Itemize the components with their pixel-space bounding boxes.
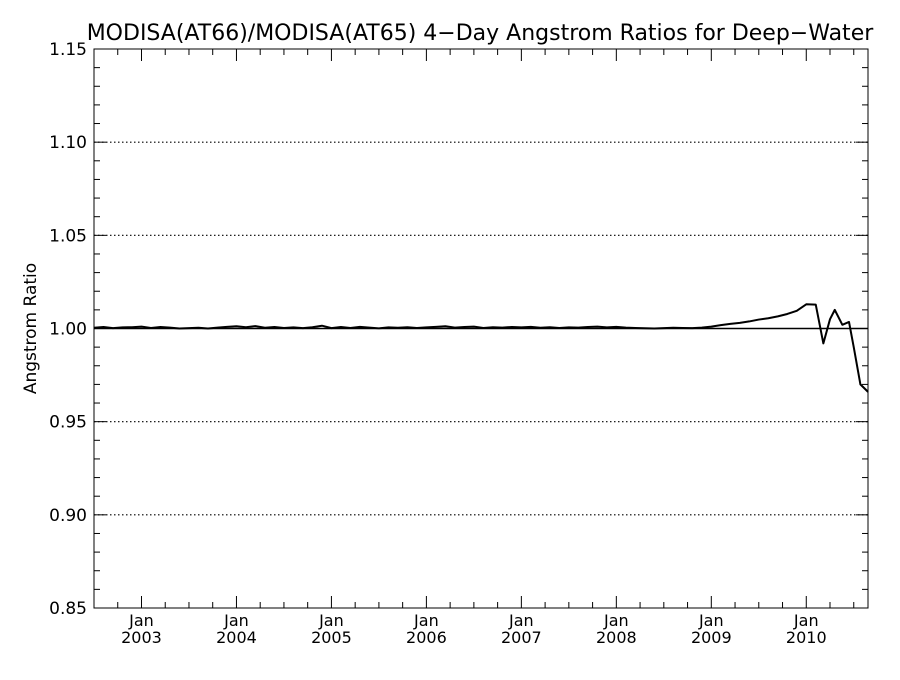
x-tick-month-label: Jan (318, 611, 344, 630)
x-tick-year-label: 2008 (596, 628, 637, 647)
x-axis-ticks: Jan2003Jan2004Jan2005Jan2006Jan2007Jan20… (93, 49, 855, 647)
y-tick-label: 1.10 (49, 133, 87, 153)
chart-title: MODISA(AT66)/MODISA(AT65) 4−Day Angstrom… (87, 21, 875, 46)
x-tick-month-label: Jan (508, 611, 534, 630)
y-tick-label: 0.90 (49, 506, 87, 526)
x-tick-month-label: Jan (223, 611, 249, 630)
x-tick-month-label: Jan (413, 611, 439, 630)
y-tick-label: 1.00 (49, 320, 87, 340)
x-tick-year-label: 2007 (501, 628, 542, 647)
y-tick-label: 0.85 (49, 599, 87, 619)
x-tick-year-label: 2005 (311, 628, 352, 647)
series-line (93, 303, 869, 393)
x-tick-month-label: Jan (128, 611, 154, 630)
y-axis-label: Angstrom Ratio (21, 263, 41, 394)
x-tick-year-label: 2010 (786, 628, 827, 647)
y-tick-label: 1.05 (49, 226, 87, 246)
x-tick-month-label: Jan (793, 611, 819, 630)
y-tick-label: 1.15 (49, 40, 87, 60)
gridlines (94, 141, 868, 516)
x-tick-month-label: Jan (603, 611, 629, 630)
x-tick-year-label: 2009 (691, 628, 732, 647)
x-tick-year-label: 2004 (216, 628, 257, 647)
x-tick-year-label: 2006 (406, 628, 447, 647)
x-tick-year-label: 2003 (121, 628, 162, 647)
series-group (93, 303, 869, 393)
x-tick-month-label: Jan (698, 611, 724, 630)
y-tick-label: 0.95 (49, 413, 87, 433)
y-axis-ticks: 0.85 0.90 0.95 1.00 1.05 1.10 1.15 (49, 40, 868, 619)
